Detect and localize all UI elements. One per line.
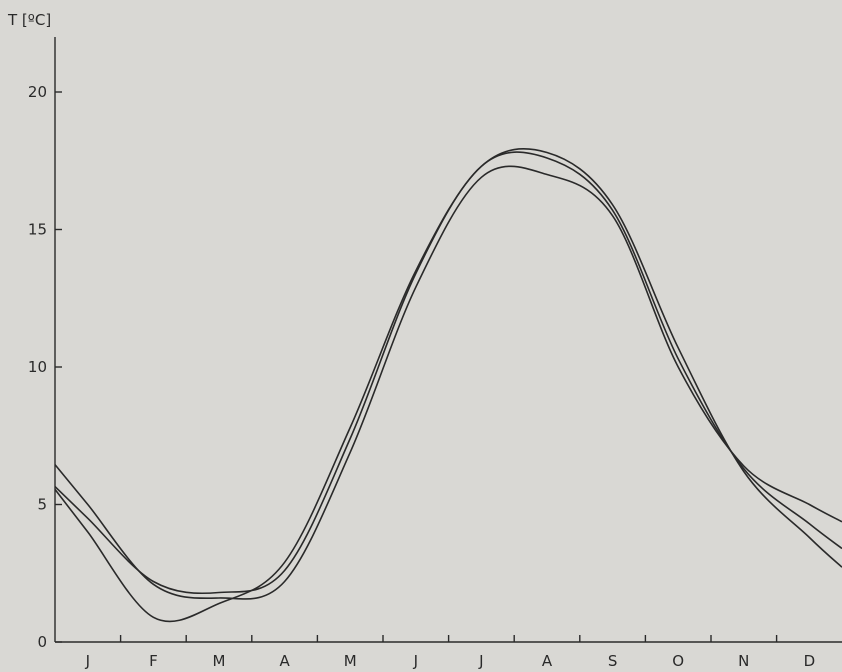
y-tick-label: 5 xyxy=(37,496,47,514)
x-tick-label: O xyxy=(672,652,684,670)
x-tick-label: F xyxy=(149,652,158,670)
y-tick-label: 20 xyxy=(28,83,47,101)
x-tick-label: M xyxy=(344,652,357,670)
y-tick-label: 0 xyxy=(37,633,47,651)
x-tick-label: A xyxy=(279,652,290,670)
series-line xyxy=(54,151,842,595)
x-tick-label: D xyxy=(804,652,816,670)
series-group xyxy=(54,148,842,623)
x-tick-label: M xyxy=(213,652,226,670)
series-line xyxy=(54,165,842,600)
y-tick-label: 10 xyxy=(28,358,47,376)
y-axis: 0 5 10 15 20 xyxy=(28,37,62,651)
series-line xyxy=(54,148,842,623)
x-tick-label: A xyxy=(542,652,553,670)
y-axis-label: T [ºC] xyxy=(7,11,51,29)
x-tick-label: J xyxy=(85,652,90,670)
x-tick-label: N xyxy=(738,652,749,670)
x-tick-label: J xyxy=(478,652,483,670)
x-tick-label: J xyxy=(413,652,418,670)
x-tick-label: S xyxy=(608,652,618,670)
y-tick-label: 15 xyxy=(28,221,47,239)
